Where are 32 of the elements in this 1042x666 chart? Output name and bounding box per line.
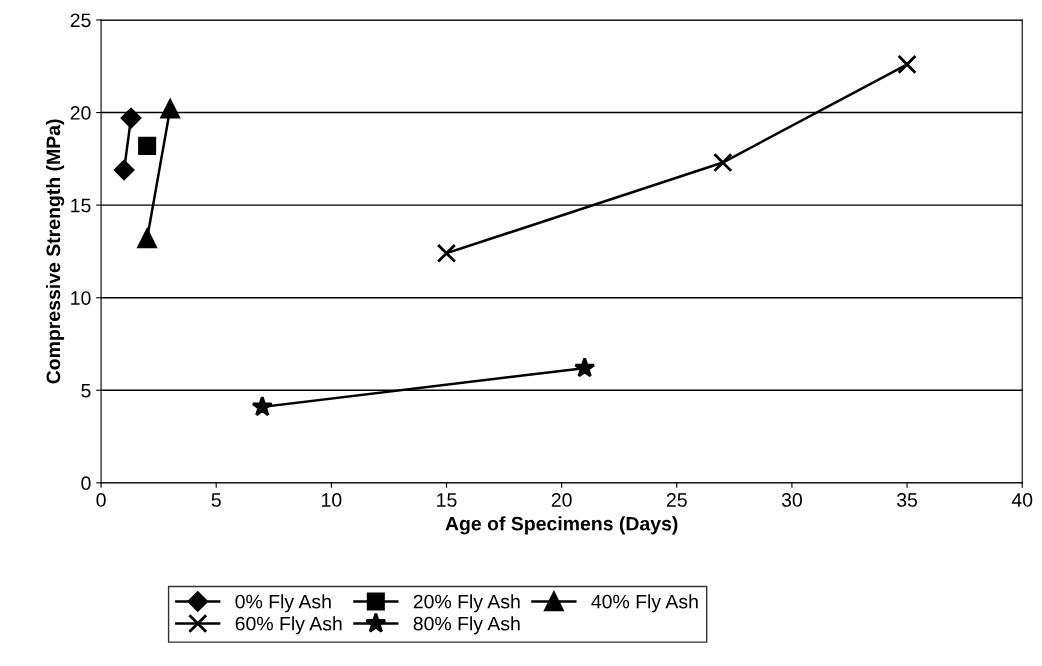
legend-label: 60% Fly Ash <box>235 616 342 635</box>
x-tick-label: 0 <box>96 493 106 507</box>
point <box>137 228 157 249</box>
point <box>713 152 733 173</box>
x-tick-label: 5 <box>211 493 221 507</box>
point <box>113 159 135 181</box>
y-tick-label: 20 <box>70 106 91 120</box>
x-axis-title: Age of Specimens (Days) <box>445 516 678 535</box>
legend-label: 0% Fly Ash <box>235 594 331 613</box>
point <box>138 136 157 155</box>
x-tick-label: 40 <box>1011 493 1033 507</box>
legend-label: 20% Fly Ash <box>413 594 520 613</box>
point <box>574 356 596 378</box>
x-tick-label: 35 <box>896 493 918 507</box>
point <box>251 395 273 417</box>
point <box>897 54 917 75</box>
y-tick-label: 15 <box>71 198 91 213</box>
x-tick-label: 30 <box>781 493 802 507</box>
y-tick-label: 10 <box>71 291 91 305</box>
x-tick-label: 15 <box>437 493 457 507</box>
y-tick-label: 5 <box>81 383 91 398</box>
legend-label: 80% Fly Ash <box>413 616 520 635</box>
point <box>436 243 457 263</box>
x-tick-label: 10 <box>322 493 342 507</box>
y-axis-title: Compressive Strength (MPa) <box>45 119 65 384</box>
y-tick-label: 0 <box>81 476 91 491</box>
x-tick-label: 20 <box>551 493 572 507</box>
y-tick-label: 25 <box>70 13 91 28</box>
point <box>120 107 142 129</box>
point <box>160 99 180 119</box>
legend-label: 40% Fly Ash <box>591 594 698 613</box>
x-tick-label: 25 <box>666 493 687 507</box>
